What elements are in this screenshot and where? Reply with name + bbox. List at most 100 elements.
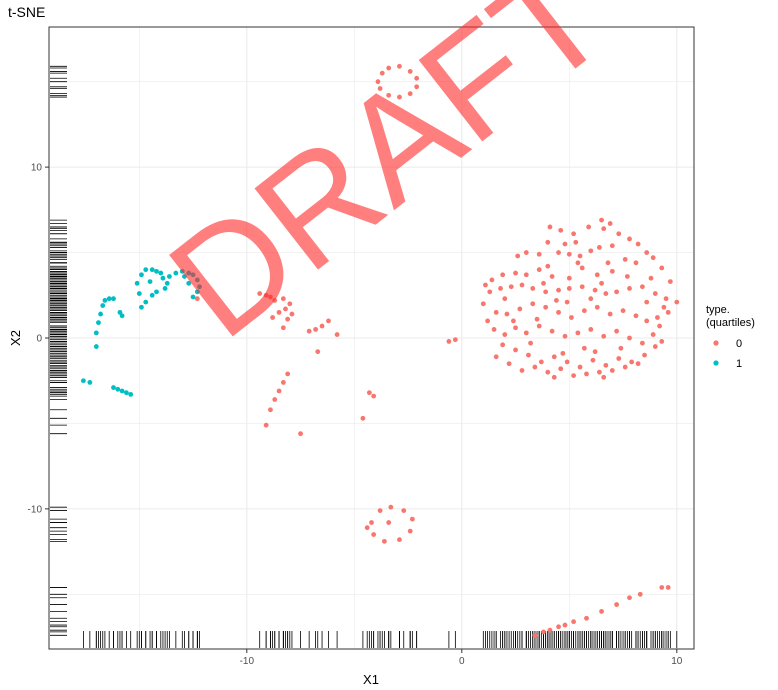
data-point-0 bbox=[650, 332, 656, 337]
data-point-0 bbox=[629, 359, 635, 365]
data-point-0 bbox=[511, 318, 516, 324]
data-point-1 bbox=[179, 268, 185, 274]
data-point-0 bbox=[614, 602, 619, 607]
data-point-0 bbox=[556, 250, 561, 255]
data-point-0 bbox=[489, 277, 495, 283]
data-point-1 bbox=[87, 380, 93, 385]
data-point-1 bbox=[136, 291, 142, 296]
data-point-0 bbox=[306, 328, 312, 334]
legend-label-0: 0 bbox=[736, 338, 742, 350]
data-point-1 bbox=[149, 267, 155, 273]
data-point-0 bbox=[659, 585, 665, 590]
data-point-1 bbox=[164, 280, 170, 286]
data-point-0 bbox=[627, 236, 632, 242]
data-point-0 bbox=[513, 347, 518, 353]
data-point-0 bbox=[609, 268, 615, 274]
legend-key-1 bbox=[713, 360, 719, 366]
data-point-0 bbox=[285, 371, 291, 377]
data-point-0 bbox=[637, 591, 643, 597]
data-point-0 bbox=[588, 296, 594, 302]
data-point-0 bbox=[655, 315, 660, 320]
data-point-0 bbox=[194, 296, 200, 302]
data-point-1 bbox=[111, 385, 116, 390]
data-point-1 bbox=[134, 280, 140, 286]
data-point-0 bbox=[657, 323, 662, 329]
data-point-0 bbox=[515, 253, 521, 259]
data-point-0 bbox=[315, 349, 321, 355]
data-point-0 bbox=[644, 250, 650, 255]
data-point-0 bbox=[577, 253, 583, 259]
data-point-0 bbox=[272, 397, 278, 402]
y-axis-title: X2 bbox=[8, 330, 23, 346]
data-point-0 bbox=[513, 325, 518, 331]
data-point-1 bbox=[102, 298, 108, 303]
data-point-0 bbox=[609, 243, 615, 249]
data-point-0 bbox=[519, 282, 525, 288]
data-point-0 bbox=[530, 286, 536, 291]
data-point-0 bbox=[661, 304, 667, 310]
data-point-0 bbox=[386, 92, 392, 98]
data-point-1 bbox=[128, 391, 134, 397]
data-point-0 bbox=[502, 296, 508, 302]
data-point-0 bbox=[414, 84, 420, 90]
data-point-1 bbox=[149, 292, 155, 298]
data-point-0 bbox=[547, 224, 553, 230]
data-point-0 bbox=[513, 270, 518, 276]
data-point-1 bbox=[139, 272, 144, 278]
data-point-0 bbox=[493, 309, 499, 315]
y-tick-label: 10 bbox=[31, 163, 43, 174]
y-tick-label: -10 bbox=[28, 504, 43, 515]
data-point-0 bbox=[500, 342, 506, 348]
data-point-0 bbox=[674, 299, 680, 305]
data-point-0 bbox=[551, 374, 557, 380]
data-point-0 bbox=[276, 309, 282, 315]
data-point-0 bbox=[397, 63, 402, 69]
data-point-0 bbox=[536, 267, 542, 273]
data-point-0 bbox=[640, 340, 645, 346]
data-point-0 bbox=[562, 241, 568, 247]
data-point-0 bbox=[371, 393, 377, 399]
data-point-0 bbox=[270, 315, 275, 320]
data-point-0 bbox=[566, 251, 572, 257]
data-point-1 bbox=[124, 390, 129, 396]
data-point-0 bbox=[283, 306, 288, 312]
data-point-0 bbox=[483, 282, 488, 288]
rug-marks bbox=[50, 65, 678, 648]
data-point-1 bbox=[115, 386, 121, 392]
data-point-0 bbox=[289, 311, 295, 317]
data-point-0 bbox=[541, 629, 546, 635]
data-point-0 bbox=[319, 323, 325, 329]
data-point-1 bbox=[154, 289, 159, 295]
data-point-1 bbox=[194, 289, 200, 295]
data-point-0 bbox=[652, 291, 658, 296]
data-point-1 bbox=[167, 274, 172, 279]
data-point-0 bbox=[547, 627, 553, 633]
data-point-0 bbox=[530, 301, 536, 307]
data-point-0 bbox=[614, 289, 619, 295]
data-point-0 bbox=[414, 75, 420, 81]
data-point-0 bbox=[543, 289, 549, 295]
data-point-0 bbox=[607, 311, 613, 317]
y-axis-ticks: -10 0 10 bbox=[28, 163, 49, 515]
data-point-0 bbox=[584, 371, 589, 377]
data-point-0 bbox=[663, 296, 669, 302]
data-point-0 bbox=[590, 357, 596, 363]
data-point-0 bbox=[558, 227, 564, 233]
data-point-0 bbox=[575, 260, 581, 266]
data-point-0 bbox=[313, 327, 318, 332]
data-point-0 bbox=[446, 339, 452, 344]
data-point-0 bbox=[397, 537, 402, 543]
data-point-0 bbox=[644, 318, 650, 324]
data-point-0 bbox=[659, 339, 665, 344]
data-point-0 bbox=[601, 374, 607, 380]
data-point-1 bbox=[186, 270, 192, 276]
data-point-1 bbox=[154, 268, 159, 274]
data-point-0 bbox=[607, 221, 613, 226]
x-tick-label: 0 bbox=[459, 656, 465, 667]
data-point-0 bbox=[523, 250, 529, 255]
data-point-0 bbox=[532, 364, 538, 370]
data-point-0 bbox=[545, 263, 551, 269]
data-point-0 bbox=[285, 316, 291, 322]
data-point-0 bbox=[597, 245, 602, 250]
x-axis-title: X1 bbox=[363, 672, 379, 687]
